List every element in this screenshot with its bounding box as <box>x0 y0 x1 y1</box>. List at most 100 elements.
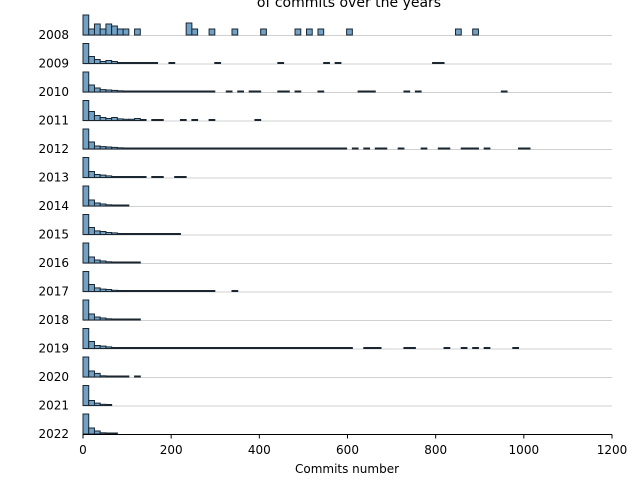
histogram-bar <box>105 318 113 321</box>
histogram-bar <box>231 290 239 292</box>
year-row-2014: 2014 <box>38 185 612 213</box>
histogram-bar <box>202 347 210 349</box>
histogram-bar <box>82 299 90 321</box>
histogram-bar <box>82 385 90 406</box>
histogram-bar <box>88 227 95 235</box>
histogram-bar <box>460 147 468 150</box>
histogram-bar <box>93 430 101 435</box>
histogram-bar <box>363 347 371 349</box>
histogram-bar <box>88 28 95 36</box>
histogram-bar <box>116 28 124 36</box>
x-tick-label: 0 <box>79 443 87 457</box>
histogram-bar <box>208 90 216 93</box>
histogram-bar <box>111 432 118 435</box>
histogram-bar <box>128 176 136 178</box>
histogram-bar <box>472 28 479 36</box>
histogram-bar <box>157 90 164 93</box>
histogram-bar <box>512 347 520 349</box>
year-label: 2012 <box>38 142 69 156</box>
year-label: 2022 <box>38 427 69 441</box>
histogram-bar <box>466 147 474 150</box>
histogram-bar <box>157 233 164 235</box>
histogram-bar <box>99 375 107 378</box>
histogram-bar <box>111 117 118 121</box>
histogram-bar <box>105 175 113 178</box>
histogram-bar <box>288 147 296 150</box>
histogram-bar <box>151 147 159 150</box>
histogram-bar <box>139 176 147 178</box>
histogram-bar <box>151 119 159 121</box>
histogram-bar <box>220 347 227 349</box>
histogram-bar <box>306 147 313 150</box>
histogram-bar <box>437 147 445 150</box>
histogram-bar <box>306 28 313 36</box>
histogram-bar <box>500 90 508 93</box>
year-label: 2014 <box>38 199 69 213</box>
histogram-bar <box>93 115 101 121</box>
x-tick-label: 200 <box>160 443 183 457</box>
histogram-bar <box>111 375 118 378</box>
histogram-bar <box>214 347 222 349</box>
histogram-bar <box>208 290 216 292</box>
histogram-bar <box>185 22 193 36</box>
chart-title: of commits over the years <box>257 0 441 11</box>
histogram-bar <box>294 147 302 150</box>
histogram-bar <box>128 90 136 93</box>
histogram-bar <box>128 62 136 64</box>
histogram-bar <box>82 356 90 378</box>
histogram-bar <box>99 174 107 179</box>
histogram-bar <box>248 147 256 150</box>
histogram-bar <box>294 347 302 349</box>
histogram-bar <box>443 147 451 150</box>
histogram-bar <box>116 347 124 349</box>
histogram-bar <box>174 290 181 292</box>
histogram-bar <box>105 232 113 235</box>
histogram-bar <box>116 233 124 235</box>
histogram-bar <box>111 25 118 36</box>
histogram-bar <box>88 141 95 150</box>
histogram-bar <box>300 347 308 349</box>
histogram-bar <box>311 147 319 150</box>
histogram-bar <box>99 117 107 121</box>
x-axis-label: Commits number <box>295 462 399 476</box>
histogram-bar <box>374 347 382 349</box>
histogram-bar <box>265 147 273 150</box>
histogram-bar <box>145 347 153 349</box>
histogram-bar <box>128 233 136 235</box>
histogram-bar <box>254 347 262 349</box>
histogram-bar <box>483 347 491 349</box>
histogram-bar <box>139 147 147 150</box>
x-tick-label: 400 <box>248 443 271 457</box>
x-axis: 0 200 400 600 800 1000 1200 <box>79 434 627 457</box>
year-row-2012: 2012 <box>38 128 612 156</box>
histogram-bar <box>128 290 136 292</box>
year-label: 2009 <box>38 57 69 71</box>
histogram-bar <box>283 90 290 93</box>
histogram-bar <box>460 347 468 349</box>
histogram-bar <box>197 347 204 349</box>
year-rows: 2008 2009 2010 2011 2012 2013 2014 2015 2016 2017… <box>38 14 612 441</box>
histogram-bar <box>88 111 95 121</box>
histogram-bar <box>116 147 124 150</box>
histogram-bar <box>328 147 336 150</box>
year-label: 2016 <box>38 256 69 270</box>
histogram-bar <box>168 90 176 93</box>
histogram-bar <box>82 100 90 121</box>
histogram-bar <box>122 90 130 93</box>
histogram-bar <box>93 230 101 235</box>
histogram-bar <box>134 290 141 292</box>
histogram-bar <box>134 347 141 349</box>
histogram-bar <box>122 176 130 178</box>
histogram-bar <box>179 147 187 150</box>
histogram-bar <box>242 347 250 349</box>
histogram-bar <box>134 118 141 121</box>
year-row-2022: 2022 <box>38 413 612 441</box>
histogram-bar <box>111 176 118 178</box>
histogram-bar <box>139 90 147 93</box>
histogram-bar <box>179 290 187 292</box>
histogram-bar <box>82 14 90 36</box>
histogram-bar <box>363 147 371 150</box>
histogram-bar <box>202 90 210 93</box>
histogram-bar <box>242 147 250 150</box>
histogram-bar <box>363 90 371 93</box>
